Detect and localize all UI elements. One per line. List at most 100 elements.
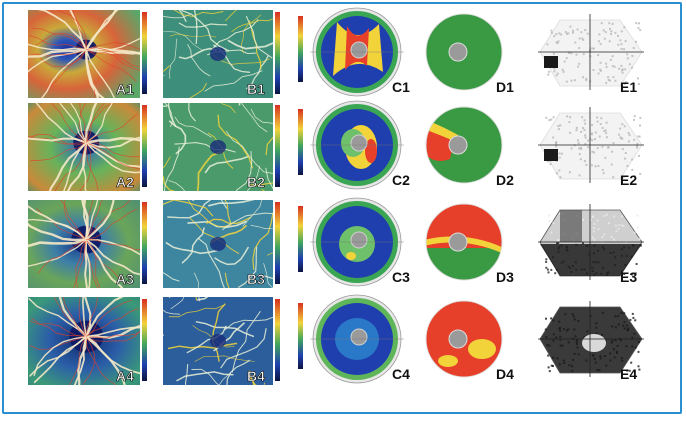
visual-field-point bbox=[582, 127, 585, 129]
visual-field-point bbox=[615, 224, 617, 227]
visual-field-point bbox=[573, 79, 576, 82]
macular-vessel bbox=[263, 382, 266, 385]
retinal-vessel bbox=[85, 142, 140, 174]
visual-field-point bbox=[584, 136, 587, 139]
visual-field-point bbox=[619, 39, 622, 42]
visual-field-point bbox=[564, 313, 567, 316]
capillary-vessel bbox=[75, 239, 87, 288]
deviation-center bbox=[448, 232, 468, 252]
visual-field-point bbox=[633, 138, 636, 141]
visual-field-point bbox=[601, 127, 604, 129]
visual-field-point bbox=[639, 29, 642, 32]
capillary-vessel bbox=[28, 34, 87, 50]
visual-field-point bbox=[583, 160, 586, 163]
panel-d1 bbox=[426, 14, 502, 90]
visual-field-point bbox=[613, 215, 616, 218]
macular-vessel bbox=[169, 33, 217, 38]
visual-field-point bbox=[600, 22, 603, 25]
visual-field-point bbox=[623, 273, 626, 275]
visual-field-point bbox=[564, 31, 567, 33]
visual-field-point bbox=[548, 70, 551, 73]
visual-field-point bbox=[637, 135, 640, 138]
retinal-vessel bbox=[28, 222, 87, 242]
retinal-vessel bbox=[37, 10, 88, 51]
capillary-vessel bbox=[68, 336, 87, 385]
macular-vessel bbox=[170, 297, 185, 310]
retinal-vessel bbox=[86, 48, 140, 55]
visual-field-point bbox=[579, 146, 582, 149]
visual-field-point bbox=[555, 141, 558, 144]
deviation-map-border bbox=[425, 300, 503, 378]
visual-field-point bbox=[558, 320, 561, 323]
retinal-vessel bbox=[85, 200, 115, 241]
macular-vessel bbox=[257, 274, 273, 280]
deviation-borderline-zone bbox=[438, 355, 458, 367]
visual-field-point bbox=[611, 55, 614, 58]
visual-field-point bbox=[575, 126, 578, 129]
visual-field-point bbox=[559, 329, 562, 332]
capillary-vessel bbox=[85, 200, 104, 240]
macular-vessel bbox=[204, 155, 249, 174]
visual-field-point bbox=[589, 315, 592, 318]
visual-field-point bbox=[559, 176, 562, 179]
panel-label-c4: C4 bbox=[392, 366, 410, 382]
capillary-vessel bbox=[30, 142, 87, 162]
visual-field-point bbox=[612, 176, 615, 179]
visual-field-point bbox=[610, 30, 613, 33]
blind-spot bbox=[544, 56, 558, 68]
visual-field-point bbox=[568, 364, 571, 367]
visual-field-point bbox=[553, 35, 556, 38]
macular-vessel bbox=[181, 10, 230, 52]
visual-field-point bbox=[599, 123, 602, 126]
visual-field-point bbox=[637, 83, 640, 85]
visual-field-point bbox=[620, 357, 623, 360]
visual-field-point bbox=[626, 57, 629, 60]
visual-field-point bbox=[607, 146, 610, 149]
capillary-vessel bbox=[85, 49, 137, 82]
visual-field-point bbox=[598, 135, 601, 138]
visual-field-point bbox=[599, 355, 602, 358]
visual-field-point bbox=[634, 319, 637, 322]
visual-field-point bbox=[593, 227, 595, 229]
macular-vessel bbox=[163, 176, 176, 191]
visual-field-point bbox=[638, 368, 641, 371]
visual-field-point bbox=[623, 312, 626, 315]
visual-field-point bbox=[569, 25, 572, 28]
visual-field-point bbox=[629, 318, 632, 321]
retinal-vessel bbox=[86, 238, 140, 256]
macular-vessel bbox=[193, 10, 198, 45]
retinal-vessel bbox=[28, 43, 87, 51]
visual-field-point bbox=[622, 324, 625, 327]
visual-field-point bbox=[572, 315, 575, 318]
macular-vessel bbox=[227, 39, 273, 50]
visual-field-point bbox=[561, 68, 564, 71]
visual-field-point bbox=[552, 221, 555, 224]
visual-field-point bbox=[598, 33, 601, 36]
visual-field-point bbox=[623, 125, 626, 128]
colour-scale-a bbox=[142, 105, 147, 187]
macular-vessel bbox=[178, 10, 187, 23]
visual-field-defect bbox=[540, 244, 642, 276]
visual-field-point bbox=[575, 341, 578, 344]
visual-field-point bbox=[621, 71, 624, 74]
visual-field-point bbox=[569, 131, 572, 134]
retinal-vessel bbox=[33, 335, 87, 384]
visual-field-point bbox=[577, 139, 579, 142]
visual-field-point bbox=[594, 131, 597, 134]
visual-field-point bbox=[575, 129, 578, 132]
retinal-vessel bbox=[85, 141, 140, 168]
visual-field-point bbox=[609, 27, 611, 30]
visual-field-point bbox=[590, 47, 593, 50]
capillary-vessel bbox=[52, 103, 87, 143]
macular-vessel bbox=[193, 272, 199, 288]
retinal-vessel bbox=[48, 141, 87, 191]
panel-label-b2: B2 bbox=[247, 174, 265, 190]
panel-e3 bbox=[538, 204, 644, 280]
macular-vessel bbox=[196, 150, 223, 191]
visual-field-point bbox=[572, 31, 574, 34]
macular-vessel bbox=[181, 227, 205, 264]
figure-row-1: A1 B1 C1 D1 E1 bbox=[28, 7, 644, 98]
visual-field-point bbox=[582, 218, 584, 221]
visual-field-point bbox=[609, 352, 612, 355]
panel-label-c3: C3 bbox=[392, 269, 410, 285]
